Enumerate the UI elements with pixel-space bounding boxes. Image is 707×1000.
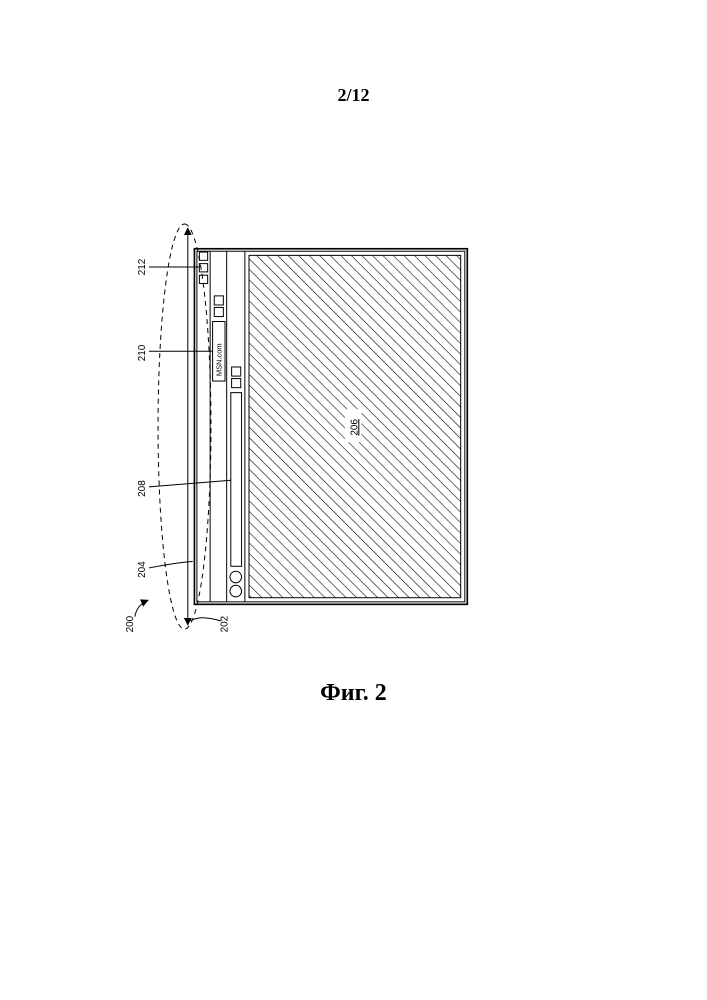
- address-bar[interactable]: [231, 393, 242, 567]
- rotated-group: 200 202 204: [125, 224, 467, 633]
- ref-200-text: 200: [125, 615, 136, 632]
- nav-back[interactable]: [230, 585, 242, 597]
- ref-200: 200: [125, 600, 148, 632]
- browser-window: MSN.com 206: [194, 249, 467, 605]
- ref-212-text: 212: [137, 258, 148, 275]
- toolbar-btn-1[interactable]: [232, 379, 241, 388]
- tab-button-1[interactable]: [214, 307, 223, 316]
- ref-208: 208: [137, 480, 231, 497]
- toolbar-btn-2[interactable]: [232, 367, 241, 376]
- page-number: 2/12: [0, 85, 707, 106]
- ref-212: 212: [137, 258, 200, 275]
- figure-caption: Фиг. 2: [0, 680, 707, 707]
- ref-210-text: 210: [137, 344, 148, 361]
- browser-tab[interactable]: MSN.com: [213, 322, 225, 382]
- ref-210: 210: [137, 344, 213, 361]
- tab-button-2[interactable]: [214, 296, 223, 305]
- ref-208-text: 208: [137, 480, 148, 497]
- ref-206-text: 206: [349, 419, 360, 436]
- ref-204-text: 204: [137, 561, 148, 578]
- figure-2: 200 202 204: [120, 175, 550, 645]
- ref-202: 202: [189, 615, 230, 632]
- ref-202-text: 202: [220, 615, 231, 632]
- gesture-ellipse: [158, 224, 211, 629]
- nav-forward[interactable]: [230, 571, 242, 583]
- tab-label: MSN.com: [215, 343, 224, 376]
